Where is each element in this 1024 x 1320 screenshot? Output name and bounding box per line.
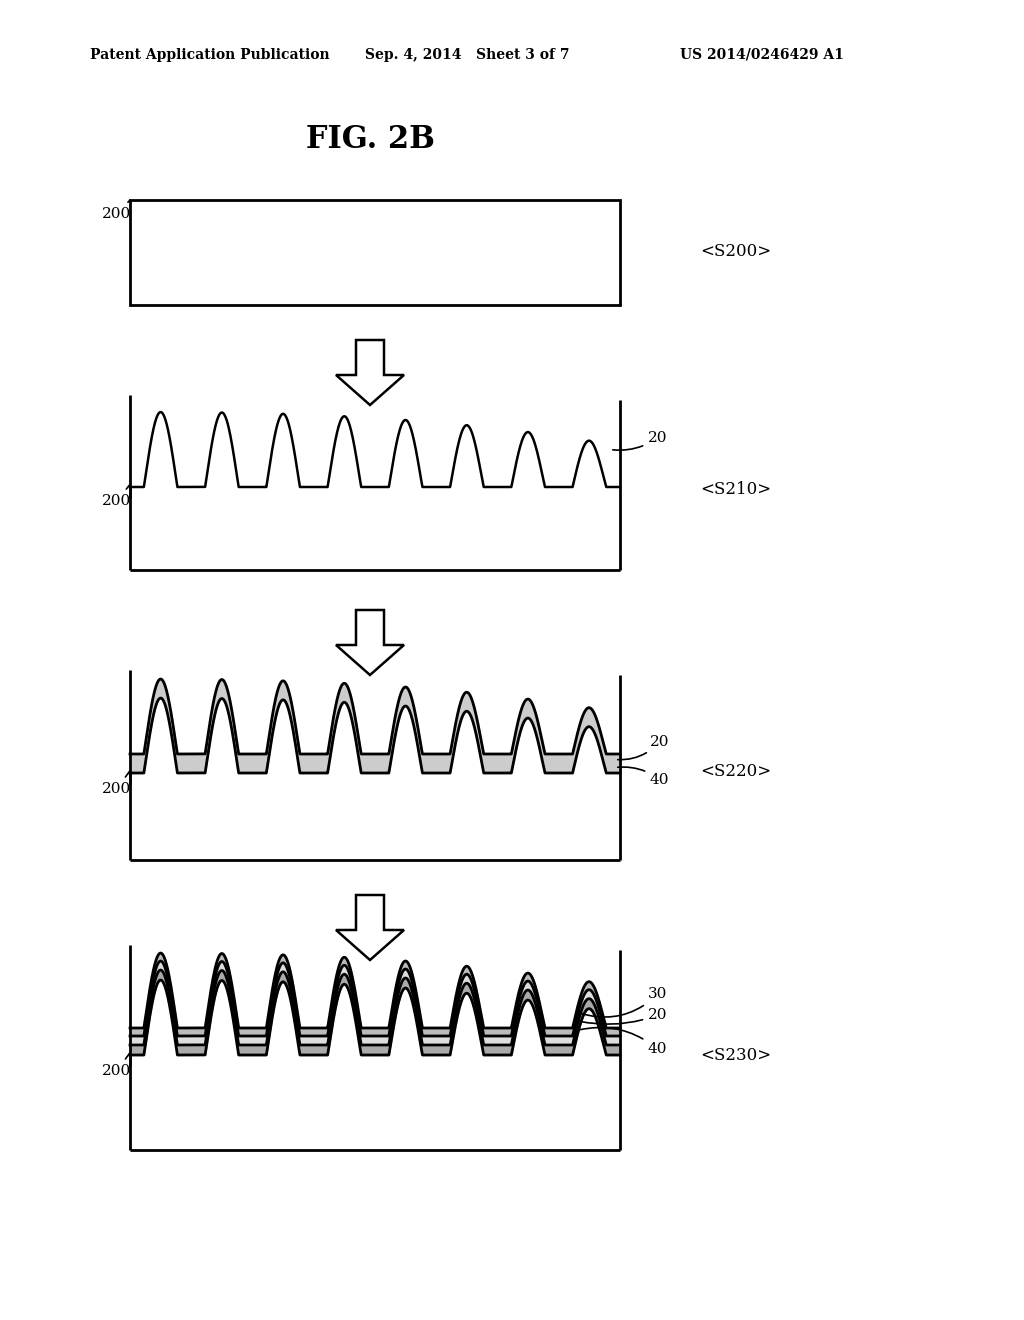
Text: 200: 200 bbox=[102, 771, 131, 796]
Text: 200: 200 bbox=[102, 484, 131, 508]
Text: 200: 200 bbox=[102, 1052, 131, 1078]
Text: <S210>: <S210> bbox=[700, 482, 771, 499]
Text: FIG. 2B: FIG. 2B bbox=[305, 124, 434, 156]
Text: <S220>: <S220> bbox=[700, 763, 771, 780]
Text: 20: 20 bbox=[580, 1008, 668, 1024]
Text: Sep. 4, 2014   Sheet 3 of 7: Sep. 4, 2014 Sheet 3 of 7 bbox=[365, 48, 569, 62]
Polygon shape bbox=[336, 895, 404, 960]
Text: US 2014/0246429 A1: US 2014/0246429 A1 bbox=[680, 48, 844, 62]
Text: 200: 200 bbox=[102, 201, 131, 220]
Text: 20: 20 bbox=[617, 734, 670, 760]
Bar bbox=[130, 201, 620, 305]
Text: 40: 40 bbox=[580, 1027, 668, 1056]
Polygon shape bbox=[336, 341, 404, 405]
Text: Patent Application Publication: Patent Application Publication bbox=[90, 48, 330, 62]
Text: <S230>: <S230> bbox=[700, 1047, 771, 1064]
Text: 30: 30 bbox=[580, 987, 668, 1018]
Polygon shape bbox=[336, 610, 404, 675]
Text: 20: 20 bbox=[612, 430, 668, 450]
Text: <S200>: <S200> bbox=[700, 243, 771, 260]
Text: 40: 40 bbox=[617, 767, 670, 787]
